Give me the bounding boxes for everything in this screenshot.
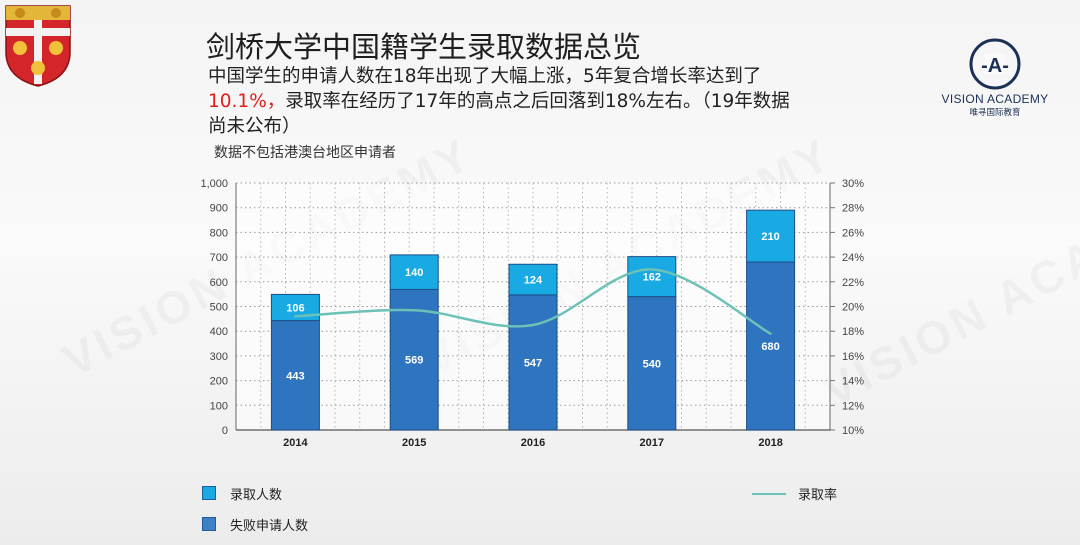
rate-point	[531, 323, 535, 327]
logo-mark-icon: -A-	[969, 38, 1021, 90]
y-tick-label: 1,000	[200, 178, 228, 190]
y2-tick-label: 18%	[842, 326, 864, 338]
y-tick-label: 600	[210, 277, 228, 289]
y2-tick-label: 14%	[842, 376, 864, 388]
bar-admitted-2015	[389, 254, 439, 290]
subtitle-line3: 尚未公布）	[208, 116, 301, 137]
legend-line-rate	[752, 493, 786, 495]
y2-tick-label: 20%	[842, 302, 864, 314]
rate-point	[413, 309, 416, 312]
rate-point	[294, 315, 297, 318]
logo-mark-text: -A-	[981, 55, 1009, 77]
legend-swatch-rejected	[202, 517, 216, 531]
data-label-rejected: 680	[761, 341, 779, 353]
legend-item-rejected: 失败申请人数	[202, 515, 308, 534]
y-tick-label: 300	[210, 351, 228, 363]
x-tick-label: 2017	[640, 437, 664, 449]
x-tick-label: 2016	[521, 437, 545, 449]
bar-rejected-2017	[627, 296, 677, 431]
university-crest-icon	[5, 5, 71, 87]
data-label-admitted: 210	[761, 231, 779, 243]
subtitle-highlight: 10.1%，	[208, 91, 286, 112]
bar-admitted-2017	[627, 256, 677, 298]
y2-tick-label: 28%	[842, 203, 864, 215]
bar-admitted-2016	[508, 263, 558, 296]
legend-label-rejected: 失败申请人数	[230, 519, 309, 534]
bar-rejected-2016	[508, 294, 558, 431]
y2-tick-label: 16%	[842, 351, 864, 363]
bar-admitted-2018	[746, 209, 796, 263]
x-tick-label: 2015	[402, 437, 426, 449]
y2-tick-label: 24%	[842, 252, 864, 264]
bar-rejected-2014	[270, 320, 320, 431]
data-label-rejected: 540	[643, 358, 661, 370]
data-label-rejected: 569	[405, 355, 423, 367]
y-tick-label: 0	[222, 425, 228, 437]
y-tick-label: 200	[210, 376, 228, 388]
data-label-admitted: 140	[405, 267, 423, 279]
data-label-admitted: 124	[524, 275, 543, 287]
y-tick-label: 100	[210, 400, 228, 412]
subtitle: 中国学生的申请人数在18年出现了大幅上涨，5年复合增长率达到了 10.1%，录取…	[208, 64, 868, 139]
y2-tick-label: 22%	[842, 277, 864, 289]
data-note: 数据不包括港澳台地区申请者	[214, 145, 396, 161]
data-label-rejected: 443	[286, 370, 304, 382]
y-tick-label: 900	[210, 203, 228, 215]
legend-swatch-admitted	[202, 486, 216, 500]
rate-point	[650, 268, 653, 271]
y2-tick-label: 30%	[842, 178, 864, 190]
y2-tick-label: 10%	[842, 425, 864, 437]
legend-label-admitted: 录取人数	[230, 488, 283, 503]
y-tick-label: 400	[210, 326, 228, 338]
legend-item-rate: 录取率	[752, 484, 837, 503]
logo-name: VISION ACADEMY	[941, 92, 1049, 106]
data-label-admitted: 106	[286, 302, 304, 314]
legend-label-rate: 录取率	[798, 488, 838, 503]
vision-academy-logo: -A- VISION ACADEMY 唯寻国际教育	[935, 36, 1055, 118]
bar-rejected-2018	[746, 261, 796, 431]
page-title: 剑桥大学中国籍学生录取数据总览	[206, 30, 642, 64]
x-tick-label: 2014	[283, 437, 308, 449]
rate-point	[769, 332, 772, 335]
data-label-admitted: 162	[643, 272, 661, 284]
subtitle-line1: 中国学生的申请人数在18年出现了大幅上涨，5年复合增长率达到了	[208, 66, 762, 87]
y2-tick-label: 26%	[842, 227, 864, 239]
y-tick-label: 500	[210, 302, 228, 314]
logo-subname: 唯寻国际教育	[969, 108, 1021, 118]
legend-item-admitted: 录取人数	[202, 484, 282, 503]
y-tick-label: 700	[210, 252, 228, 264]
y2-tick-label: 12%	[842, 400, 864, 412]
y-tick-label: 800	[210, 227, 228, 239]
subtitle-line2: 录取率在经历了17年的高点之后回落到18%左右。（19年数据	[285, 91, 790, 112]
x-tick-label: 2018	[758, 437, 782, 449]
data-label-rejected: 547	[524, 357, 542, 369]
